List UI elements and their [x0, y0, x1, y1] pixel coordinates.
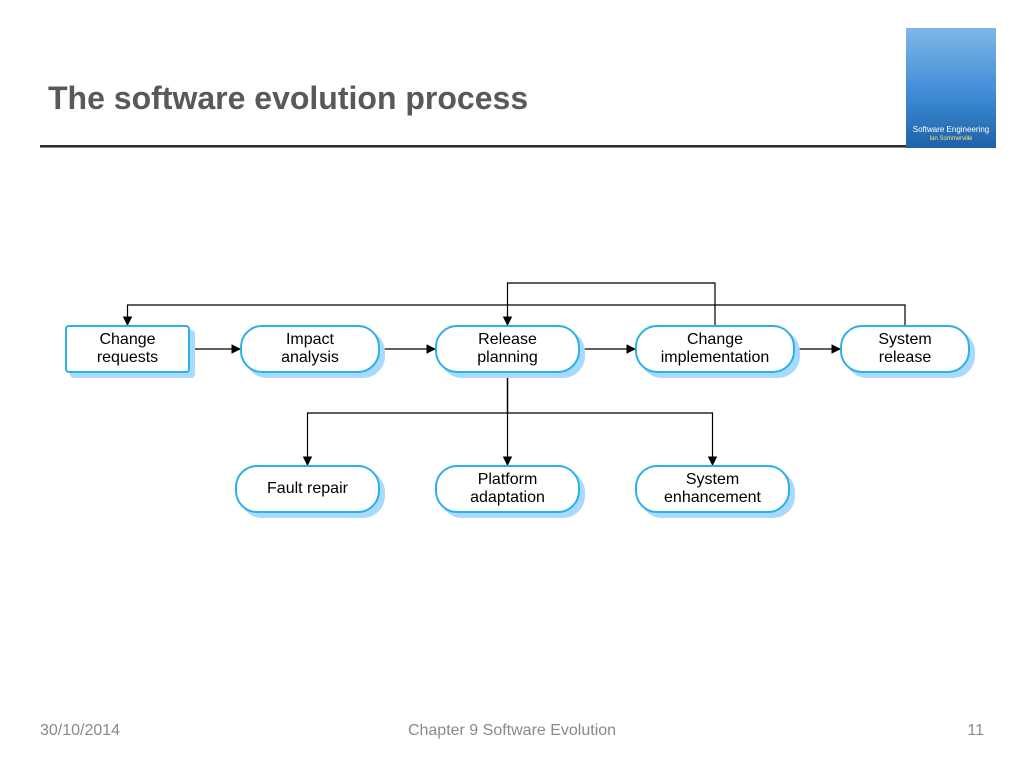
book-title: Software Engineering — [913, 125, 990, 134]
node-system-release: Systemrelease — [840, 325, 970, 373]
edge — [508, 373, 713, 465]
node-fault-repair: Fault repair — [235, 465, 380, 513]
node-change-implementation: Changeimplementation — [635, 325, 795, 373]
edge — [308, 373, 508, 465]
book-author: Ian Sommerville — [929, 136, 972, 142]
edge — [508, 283, 716, 325]
flowchart: Changerequests Impactanalysis Releaseplann… — [50, 260, 980, 580]
flowchart-edges — [50, 260, 980, 580]
edge — [128, 305, 906, 325]
footer-chapter: Chapter 9 Software Evolution — [0, 722, 1024, 740]
title-rule — [40, 145, 984, 148]
node-system-enhancement: Systemenhancement — [635, 465, 790, 513]
slide-title: The software evolution process — [48, 80, 528, 117]
footer-page: 11 — [967, 722, 984, 740]
node-platform-adaptation: Platformadaptation — [435, 465, 580, 513]
node-release-planning: Releaseplanning — [435, 325, 580, 373]
node-change-requests: Changerequests — [65, 325, 190, 373]
node-impact-analysis: Impactanalysis — [240, 325, 380, 373]
book-cover-thumbnail: Software Engineering Ian Sommerville — [906, 28, 996, 148]
